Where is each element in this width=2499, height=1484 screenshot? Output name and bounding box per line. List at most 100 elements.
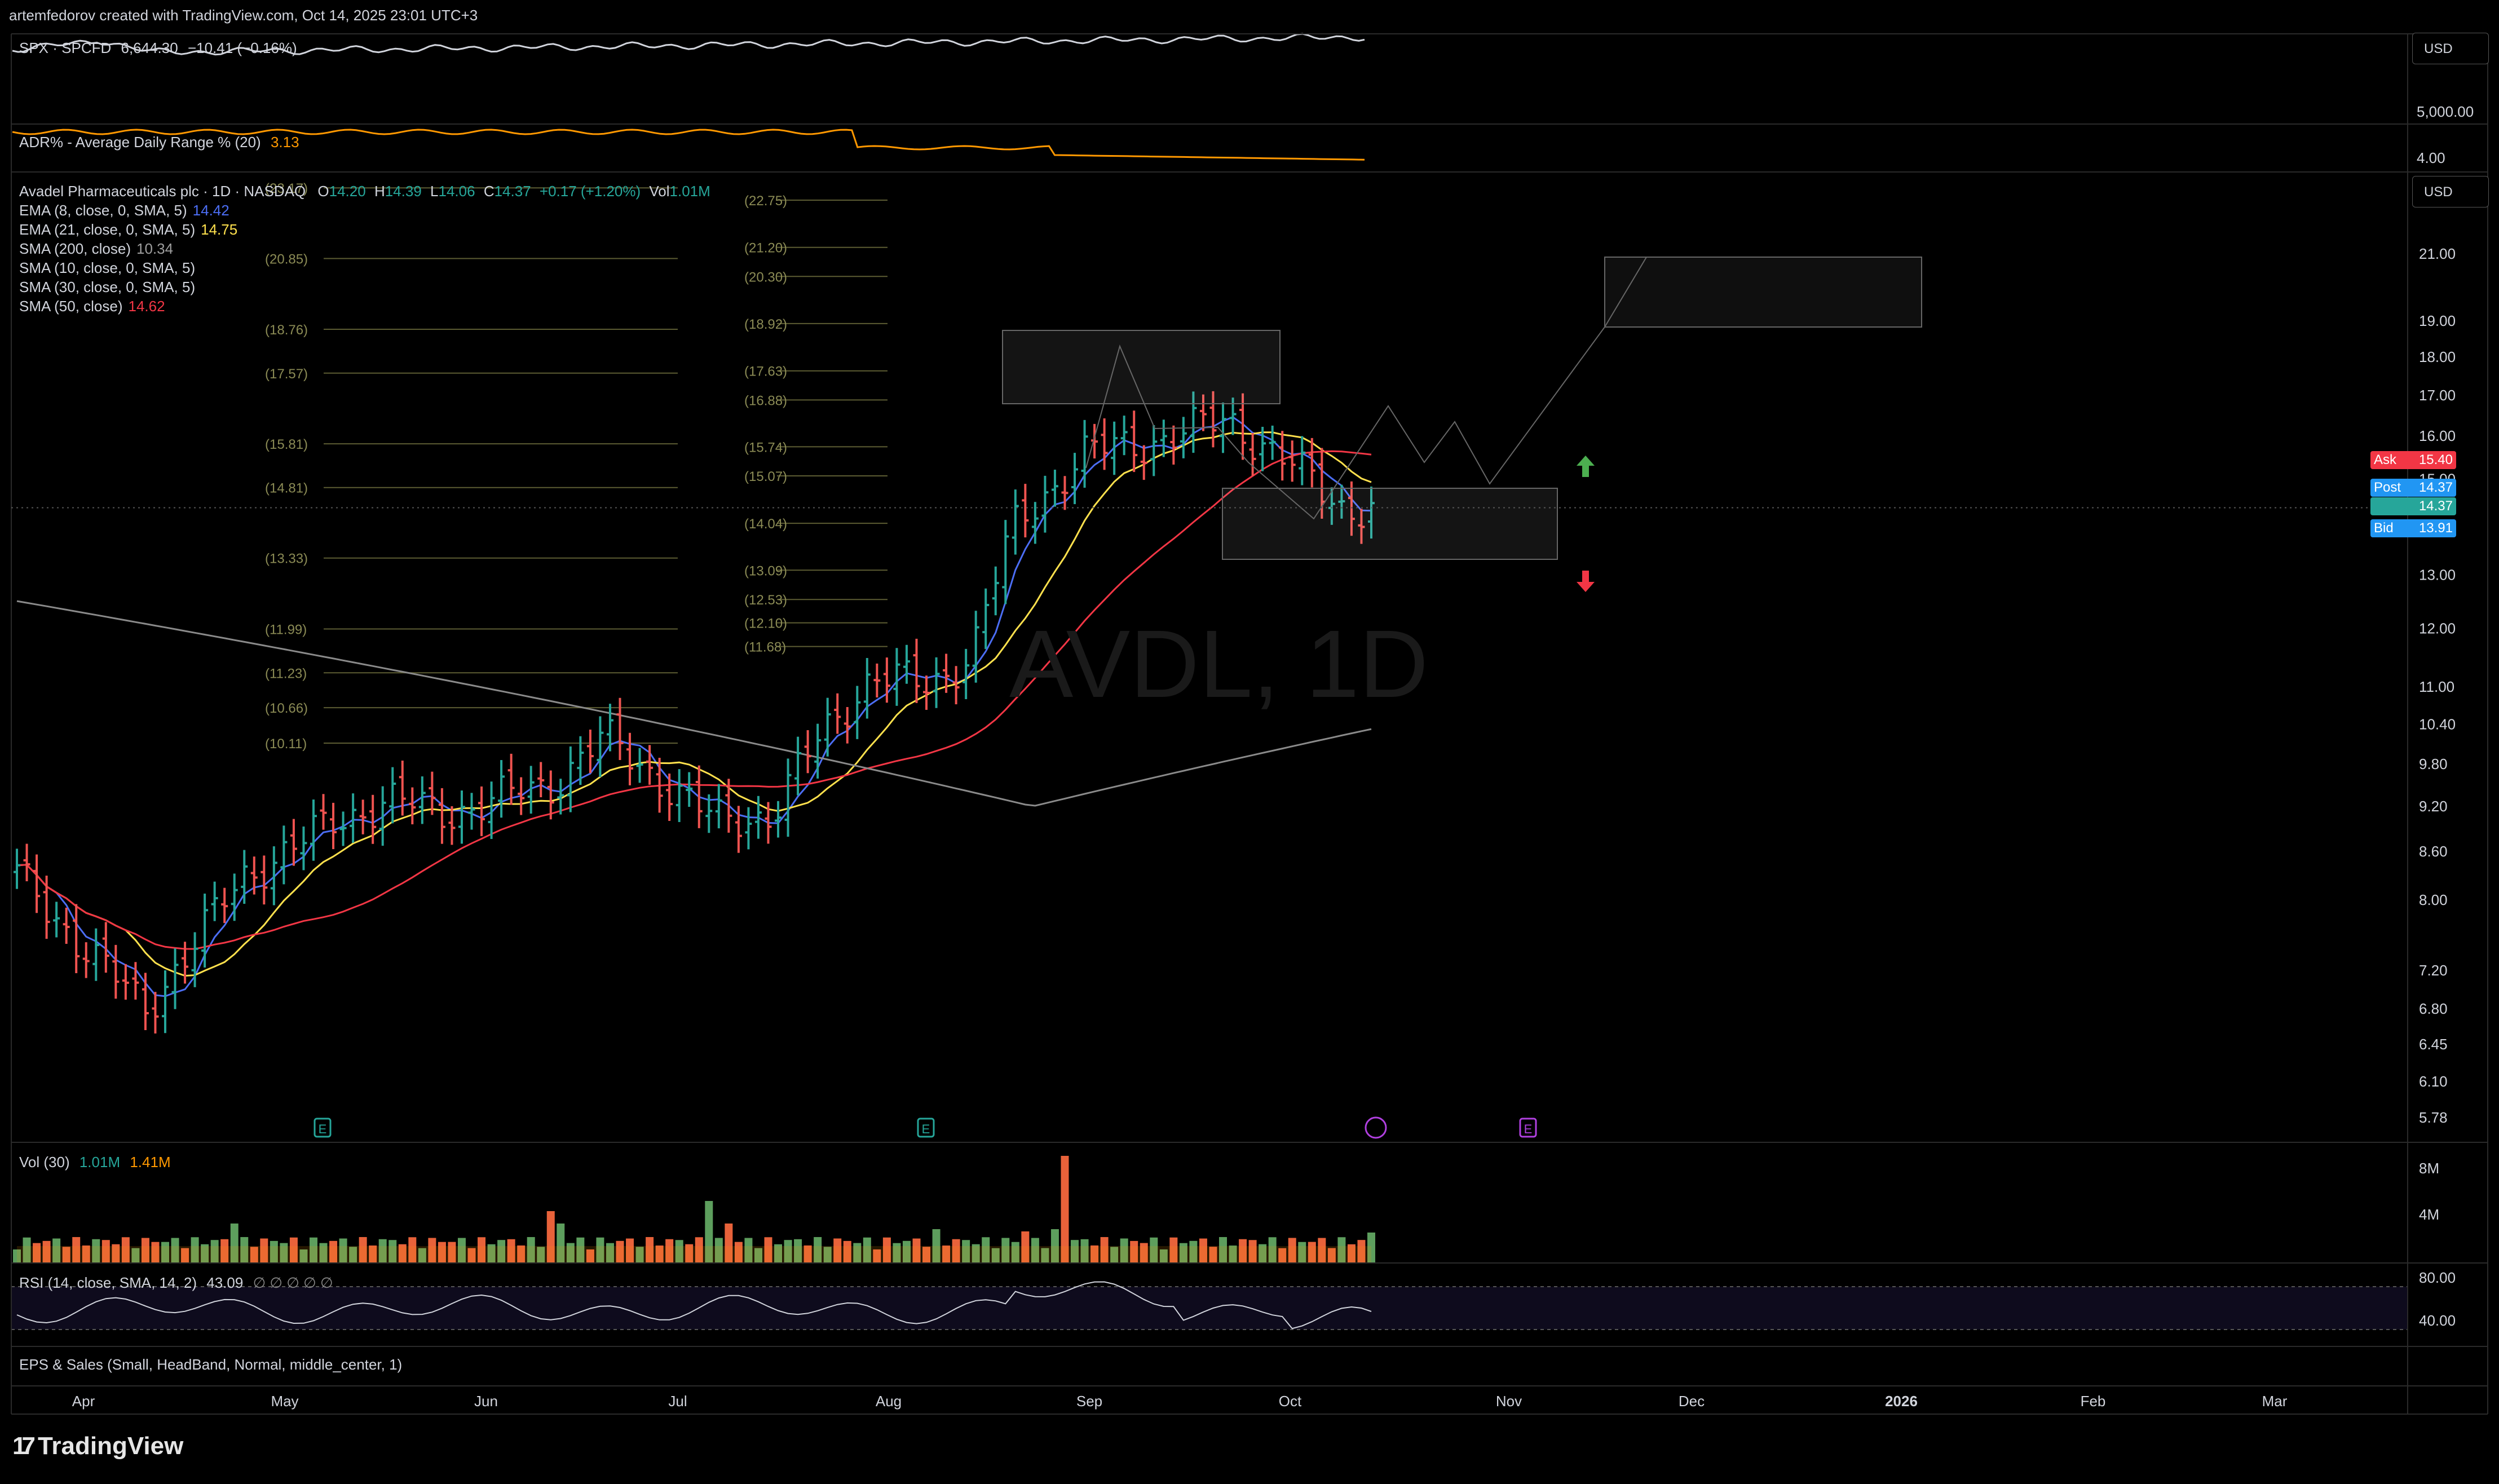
time-axis-label: 2026 — [1885, 1393, 1918, 1410]
volume-bar — [309, 1237, 317, 1263]
support-box — [1222, 488, 1558, 560]
volume-bar — [1278, 1248, 1287, 1263]
volume-value-2: 1.41M — [130, 1154, 171, 1171]
volume-value-1: 1.01M — [79, 1154, 121, 1171]
price-scale-label: 10.40 — [2419, 716, 2456, 732]
tradingview-brand[interactable]: 17 TradingView — [12, 1432, 183, 1460]
price-scale-label: 6.10 — [2419, 1073, 2448, 1090]
fib-label: (10.11) — [265, 736, 307, 752]
volume-bar — [1298, 1242, 1306, 1263]
bid-label: Bid — [2374, 520, 2394, 536]
volume-bar — [853, 1243, 862, 1263]
volume-bar — [418, 1248, 426, 1263]
spx-currency-button[interactable]: USD — [2412, 33, 2489, 64]
main-currency-button[interactable]: USD — [2412, 176, 2489, 207]
indicator-label: EMA (21, close, 0, SMA, 5) — [19, 221, 196, 238]
volume-bar — [1268, 1237, 1277, 1263]
volume-bar — [82, 1245, 90, 1263]
indicator-row[interactable]: SMA (200, close) 10.34 — [19, 239, 710, 258]
fib-label: (22.75) — [744, 193, 787, 209]
indicator-label: SMA (50, close) — [19, 298, 123, 315]
fib-label: (11.23) — [265, 666, 307, 681]
rsi-band — [11, 1287, 2408, 1330]
moving-averages — [16, 416, 1372, 997]
time-axis-label: Jun — [474, 1393, 498, 1410]
eps-legend[interactable]: EPS & Sales (Small, HeadBand, Normal, mi… — [19, 1355, 402, 1374]
indicator-label: EMA (8, close, 0, SMA, 5) — [19, 202, 187, 219]
adr-legend[interactable]: ADR% - Average Daily Range % (20) 3.13 — [19, 132, 299, 152]
fib-label: (23.17) — [265, 181, 308, 196]
volume-bar — [270, 1240, 278, 1263]
time-axis-label: Dec — [1679, 1393, 1705, 1410]
volume-bar — [62, 1247, 70, 1263]
volume-bar — [141, 1238, 149, 1263]
volume-bar — [586, 1249, 594, 1263]
dividend-icon — [1365, 1116, 1387, 1139]
fib-label: (12.53) — [744, 593, 787, 608]
volume-bar — [457, 1238, 466, 1263]
volume-bar — [1041, 1248, 1049, 1263]
volume-bar — [833, 1238, 842, 1263]
price-scale-label: 9.20 — [2419, 798, 2448, 815]
volume-bar — [1248, 1240, 1257, 1263]
volume-bar — [201, 1244, 209, 1263]
time-axis-label: May — [271, 1393, 298, 1410]
volume-bar — [744, 1238, 753, 1263]
volume-legend[interactable]: Vol (30) 1.01M 1.41M — [19, 1152, 171, 1172]
volume-scale-label: 4M — [2419, 1206, 2439, 1223]
volume-bar — [537, 1247, 545, 1263]
ask-label: Ask — [2374, 452, 2397, 467]
volume-bar — [121, 1237, 130, 1263]
price-scale-label: 13.00 — [2419, 566, 2456, 583]
time-axis-label: Feb — [2081, 1393, 2106, 1410]
volume-bar — [408, 1237, 417, 1263]
volume-ma-band — [17, 1246, 1371, 1263]
indicator-row[interactable]: EMA (8, close, 0, SMA, 5) 14.42 — [19, 201, 710, 220]
volume-bar — [635, 1247, 644, 1263]
volume-bar — [962, 1240, 970, 1263]
volume-bar — [289, 1237, 298, 1263]
fib-label: (15.74) — [744, 440, 787, 455]
volume-scale-label: 8M — [2419, 1160, 2439, 1177]
post-value: 14.37 — [2418, 480, 2453, 495]
ask-price-tag: Ask 15.40 — [2370, 451, 2456, 469]
volume-bar — [230, 1224, 239, 1263]
symbol-row[interactable]: Avadel Pharmaceuticals plc · 1D · NASDAQ… — [19, 182, 710, 201]
volume-bar — [616, 1240, 624, 1263]
volume-bar — [893, 1243, 901, 1263]
volume-bar — [161, 1242, 169, 1263]
price-scale-label: 6.80 — [2419, 1000, 2448, 1017]
ask-value: 15.40 — [2418, 452, 2453, 467]
price-scale-label: 8.60 — [2419, 843, 2448, 860]
rsi-legend[interactable]: RSI (14, close, SMA, 14, 2) 43.09 ∅ ∅ ∅ … — [19, 1273, 333, 1292]
volume-bar — [1140, 1243, 1148, 1263]
indicator-row[interactable]: SMA (50, close) 14.62 — [19, 297, 710, 316]
time-axis-label: Apr — [72, 1393, 95, 1410]
up-arrow-icon — [1577, 456, 1595, 477]
price-scale-label: 11.00 — [2419, 678, 2454, 695]
volume-bar — [576, 1237, 585, 1263]
indicator-row[interactable]: SMA (10, close, 0, SMA, 5) — [19, 258, 710, 277]
indicator-row[interactable]: EMA (21, close, 0, SMA, 5) 14.75 — [19, 220, 710, 239]
volume-bar — [507, 1239, 515, 1263]
ohlc-close: 14.37 — [494, 183, 531, 200]
volume-bar — [695, 1237, 703, 1263]
price-scale-label: 18.00 — [2419, 348, 2456, 365]
volume-bar — [646, 1237, 654, 1263]
price-scale-label: 7.20 — [2419, 962, 2448, 979]
indicator-value: 10.34 — [136, 240, 174, 257]
spx-legend[interactable]: SPX · SPCFD 6,644.30 −10.41 (−0.16%) — [19, 38, 297, 58]
bid-price-tag: Bid 13.91 — [2370, 519, 2456, 537]
target-box-upper — [1002, 330, 1281, 404]
volume-bar — [329, 1240, 338, 1263]
fib-label: (17.57) — [265, 366, 308, 382]
indicator-row[interactable]: SMA (30, close, 0, SMA, 5) — [19, 277, 710, 297]
ohlc-close-label: C — [483, 183, 494, 200]
volume-bar — [1327, 1248, 1336, 1263]
earnings-label: E — [1524, 1122, 1533, 1136]
bid-value: 13.91 — [2418, 520, 2453, 536]
indicator-value: 14.75 — [201, 221, 238, 238]
brand-name: TradingView — [37, 1432, 184, 1460]
axes: 21.0019.0018.0017.0016.0015.0013.0012.00… — [11, 33, 2488, 1415]
